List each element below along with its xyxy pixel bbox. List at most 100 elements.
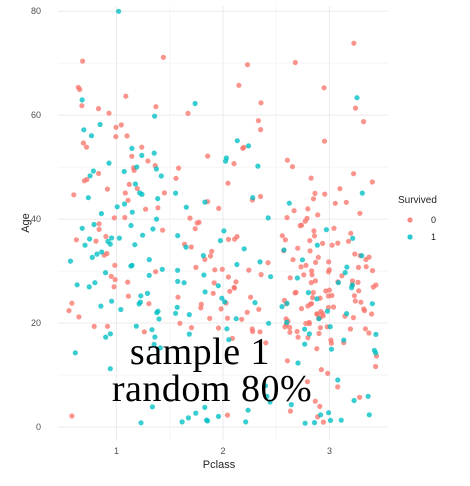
data-point-survived-1 [223,158,229,164]
data-point-survived-1 [121,168,127,175]
data-point-survived-1 [202,289,208,295]
legend-key-0 [407,217,413,223]
data-point-survived-1 [153,216,160,222]
data-point-survived-1 [341,337,347,343]
data-point-survived-1 [155,196,161,202]
data-point-survived-0 [265,260,271,266]
data-point-survived-0 [287,329,293,335]
data-point-survived-1 [359,190,365,196]
data-point-survived-0 [311,228,317,234]
data-point-survived-0 [108,273,114,279]
data-point-survived-0 [224,315,231,321]
data-point-survived-1 [219,295,225,301]
data-point-survived-1 [215,283,221,289]
data-point-survived-0 [321,85,327,91]
data-point-survived-1 [243,419,249,425]
data-point-survived-1 [202,199,208,205]
data-point-survived-1 [344,264,350,270]
data-point-survived-0 [351,293,357,299]
data-point-survived-1 [98,211,104,217]
data-point-survived-0 [244,62,251,68]
data-point-survived-0 [126,181,132,187]
data-point-survived-0 [310,289,316,296]
data-point-survived-0 [125,279,131,285]
data-point-survived-0 [307,248,313,254]
data-point-survived-1 [359,253,365,259]
data-point-survived-1 [99,249,105,255]
data-point-survived-0 [112,262,118,268]
data-point-survived-1 [373,331,379,337]
data-point-survived-1 [306,331,312,337]
data-point-survived-0 [352,298,358,304]
data-point-survived-1 [186,331,192,337]
data-point-survived-1 [152,113,158,119]
data-point-survived-0 [339,273,345,279]
data-point-survived-0 [290,257,296,263]
data-point-survived-0 [176,165,182,171]
data-point-survived-1 [371,347,377,353]
data-point-survived-0 [210,290,216,296]
data-point-survived-1 [133,323,139,329]
data-point-survived-1 [173,310,179,316]
data-point-survived-1 [94,251,100,257]
y-tick-label: 80 [31,6,41,16]
data-point-survived-1 [302,326,308,332]
data-point-survived-0 [124,133,130,139]
data-point-survived-0 [308,280,314,286]
data-point-survived-0 [292,59,298,66]
data-point-survived-1 [267,399,273,405]
data-point-survived-0 [173,175,179,181]
data-point-survived-0 [355,279,361,285]
data-point-survived-0 [308,175,314,181]
data-point-survived-0 [322,191,328,197]
data-point-survived-0 [358,299,364,305]
overlay-text-random: random 80% [111,368,313,410]
data-point-survived-1 [146,272,152,278]
data-point-survived-0 [122,214,128,221]
data-point-survived-0 [318,367,324,373]
data-point-survived-1 [175,267,181,273]
data-point-survived-1 [103,334,109,340]
data-point-survived-0 [241,144,247,150]
data-point-survived-0 [96,170,102,177]
data-point-survived-1 [102,270,109,276]
data-point-survived-0 [231,284,237,291]
data-point-survived-1 [221,228,227,234]
data-point-survived-0 [326,259,332,265]
data-point-survived-1 [284,319,290,325]
data-point-survived-0 [306,319,312,325]
data-point-survived-1 [150,226,156,232]
data-point-survived-1 [67,258,74,264]
data-point-survived-0 [225,274,231,280]
data-point-survived-1 [82,242,88,248]
data-point-survived-0 [239,316,245,322]
data-point-survived-0 [291,208,297,214]
data-point-survived-1 [318,412,324,418]
data-point-survived-1 [327,324,333,330]
data-point-survived-0 [325,293,331,299]
data-point-survived-1 [262,383,268,389]
data-point-survived-0 [246,267,252,273]
data-point-survived-1 [138,420,144,426]
data-point-survived-0 [69,300,75,306]
data-point-survived-0 [320,240,326,246]
data-point-survived-1 [268,274,274,280]
data-point-survived-0 [153,269,159,275]
data-point-survived-1 [128,222,134,229]
data-point-survived-1 [139,152,145,158]
data-point-survived-0 [298,306,305,312]
data-point-survived-1 [265,215,271,221]
data-point-survived-1 [114,204,120,210]
data-point-survived-1 [316,316,322,322]
data-point-survived-0 [362,326,368,332]
data-point-survived-0 [363,264,369,270]
data-point-survived-0 [231,161,237,167]
data-point-survived-0 [352,251,358,257]
data-point-survived-0 [103,233,109,240]
data-point-survived-1 [153,166,159,172]
data-point-survived-0 [66,308,72,314]
data-point-survived-0 [106,110,112,116]
data-point-survived-0 [321,138,328,144]
data-point-survived-1 [152,334,158,340]
data-point-survived-0 [279,233,285,239]
